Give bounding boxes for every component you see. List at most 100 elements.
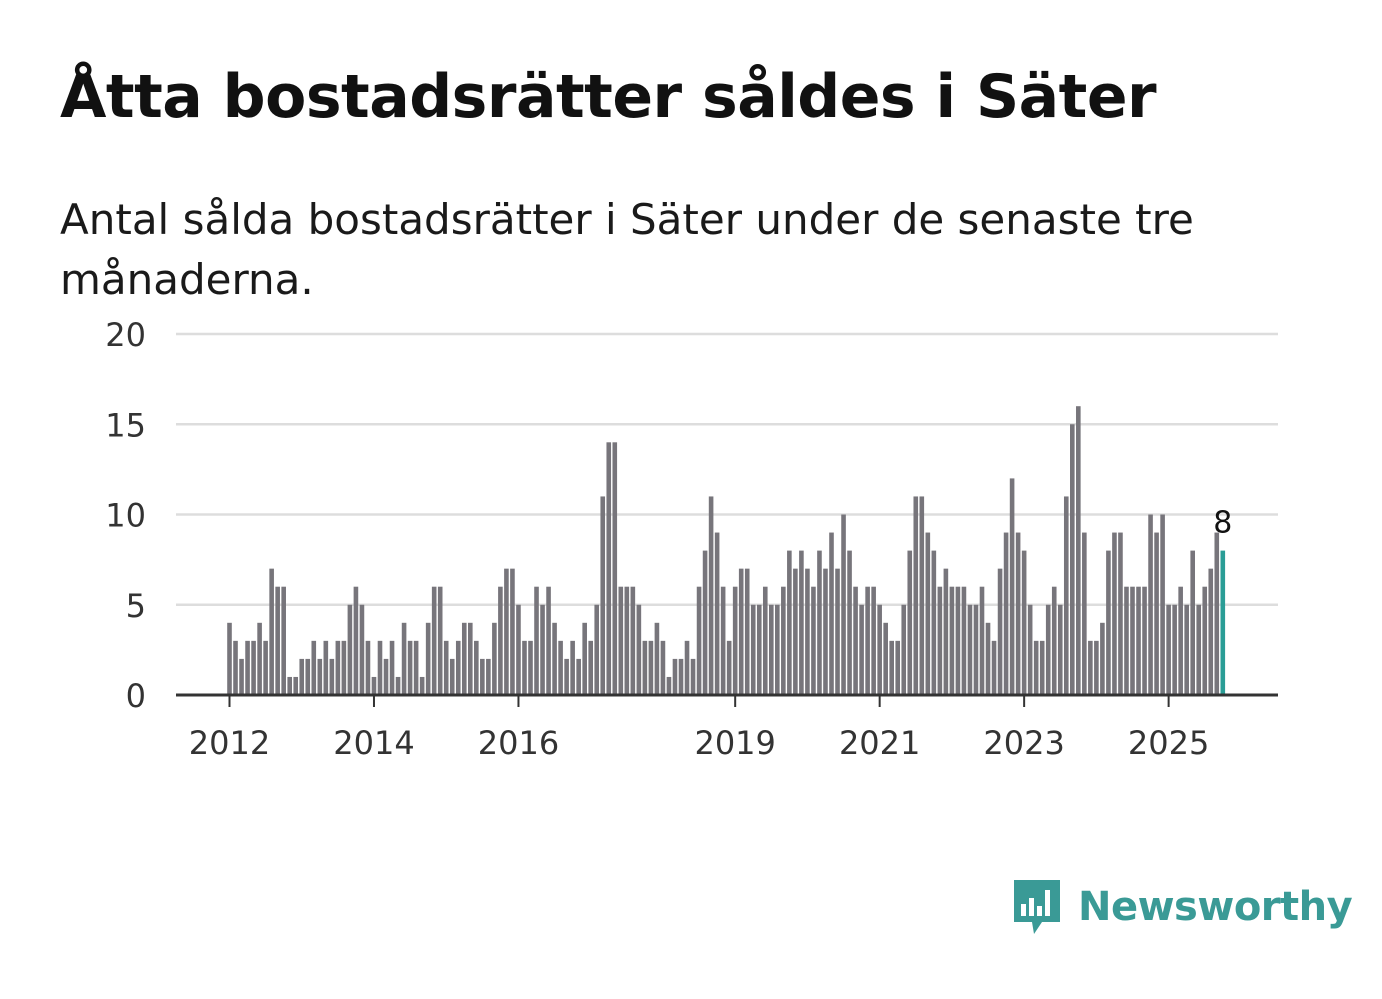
y-tick-label: 0 (126, 677, 146, 715)
bar (311, 640, 317, 695)
bar (1070, 424, 1075, 695)
bar (847, 550, 852, 695)
bar (1208, 568, 1214, 695)
bar (756, 604, 762, 695)
x-tick-label: 2023 (983, 724, 1064, 762)
bar (775, 604, 780, 695)
bar (696, 586, 702, 695)
bar (630, 586, 636, 695)
brand-name: Newsworthy (1078, 884, 1353, 930)
bar (750, 604, 756, 695)
bar (1136, 586, 1141, 695)
y-tick-label: 10 (105, 497, 146, 535)
bar (413, 640, 419, 695)
bar (510, 568, 515, 695)
bar (540, 604, 545, 695)
bar (269, 568, 274, 695)
annotations: 8 (1213, 506, 1232, 541)
bar (251, 640, 256, 695)
bar (335, 640, 341, 695)
y-axis-ticks: 0 5 10 15 20 (105, 316, 146, 715)
bar (1178, 586, 1183, 695)
bar (600, 496, 606, 695)
bar (901, 604, 907, 695)
bar (299, 658, 305, 695)
bar (1076, 406, 1081, 695)
bar (323, 640, 329, 695)
bar (781, 586, 786, 695)
bar (1142, 586, 1147, 695)
bar (666, 676, 672, 695)
newsworthy-logo: Newsworthy (1010, 876, 1353, 938)
bar (973, 604, 979, 695)
bar (449, 658, 455, 695)
bar (829, 532, 834, 695)
bar (534, 586, 539, 695)
bar (480, 658, 485, 695)
bar (588, 640, 593, 695)
bar (991, 640, 997, 695)
last-value-label: 8 (1213, 506, 1232, 541)
newsworthy-chart-icon (1014, 880, 1060, 934)
bar (552, 622, 557, 695)
bar (949, 586, 955, 695)
bar (811, 586, 816, 695)
bar (233, 640, 238, 695)
bar (1094, 640, 1099, 695)
bar (618, 586, 624, 695)
bar (383, 658, 389, 695)
bar (281, 586, 286, 695)
bar (546, 586, 551, 695)
bar (793, 568, 798, 695)
bar (293, 676, 299, 695)
bar (714, 532, 720, 695)
bar (732, 586, 738, 695)
bar (678, 658, 684, 695)
bar (1082, 532, 1087, 695)
bar (1100, 622, 1105, 695)
bar (1033, 640, 1039, 695)
bar (937, 586, 943, 695)
bar (419, 676, 425, 695)
bar (985, 622, 991, 695)
bar (690, 658, 696, 695)
bar (907, 550, 913, 695)
bar (1021, 550, 1027, 695)
bar (612, 442, 618, 695)
bar (227, 622, 232, 695)
bar (672, 658, 678, 695)
bar (979, 586, 985, 695)
bar (642, 640, 648, 695)
bar (787, 550, 792, 695)
x-tick-label: 2021 (839, 724, 920, 762)
x-tick-label: 2019 (694, 724, 775, 762)
x-tick-label: 2014 (333, 724, 414, 762)
bar (726, 640, 732, 695)
bar (287, 676, 292, 695)
x-tick-label: 2025 (1128, 724, 1209, 762)
bar (431, 586, 437, 695)
bar (943, 568, 949, 695)
bar (504, 568, 509, 695)
bar (1045, 604, 1051, 695)
bar (955, 586, 961, 695)
bar (492, 622, 497, 695)
bar (239, 658, 244, 695)
bar (817, 550, 822, 695)
bar (708, 496, 714, 695)
bar (353, 586, 359, 695)
bars (227, 406, 1226, 695)
chart-subtitle: Antal sålda bostadsrätter i Säter under … (60, 195, 1194, 304)
bar (522, 640, 527, 695)
bar (877, 604, 882, 695)
bar (961, 586, 967, 695)
bar (365, 640, 371, 695)
bar (931, 550, 937, 695)
bar (468, 622, 473, 695)
bar (841, 514, 846, 695)
bar (1088, 640, 1093, 695)
bar (1190, 550, 1195, 695)
chart-title: Åtta bostadsrätter såldes i Säter (60, 62, 1157, 132)
bar (654, 622, 660, 695)
